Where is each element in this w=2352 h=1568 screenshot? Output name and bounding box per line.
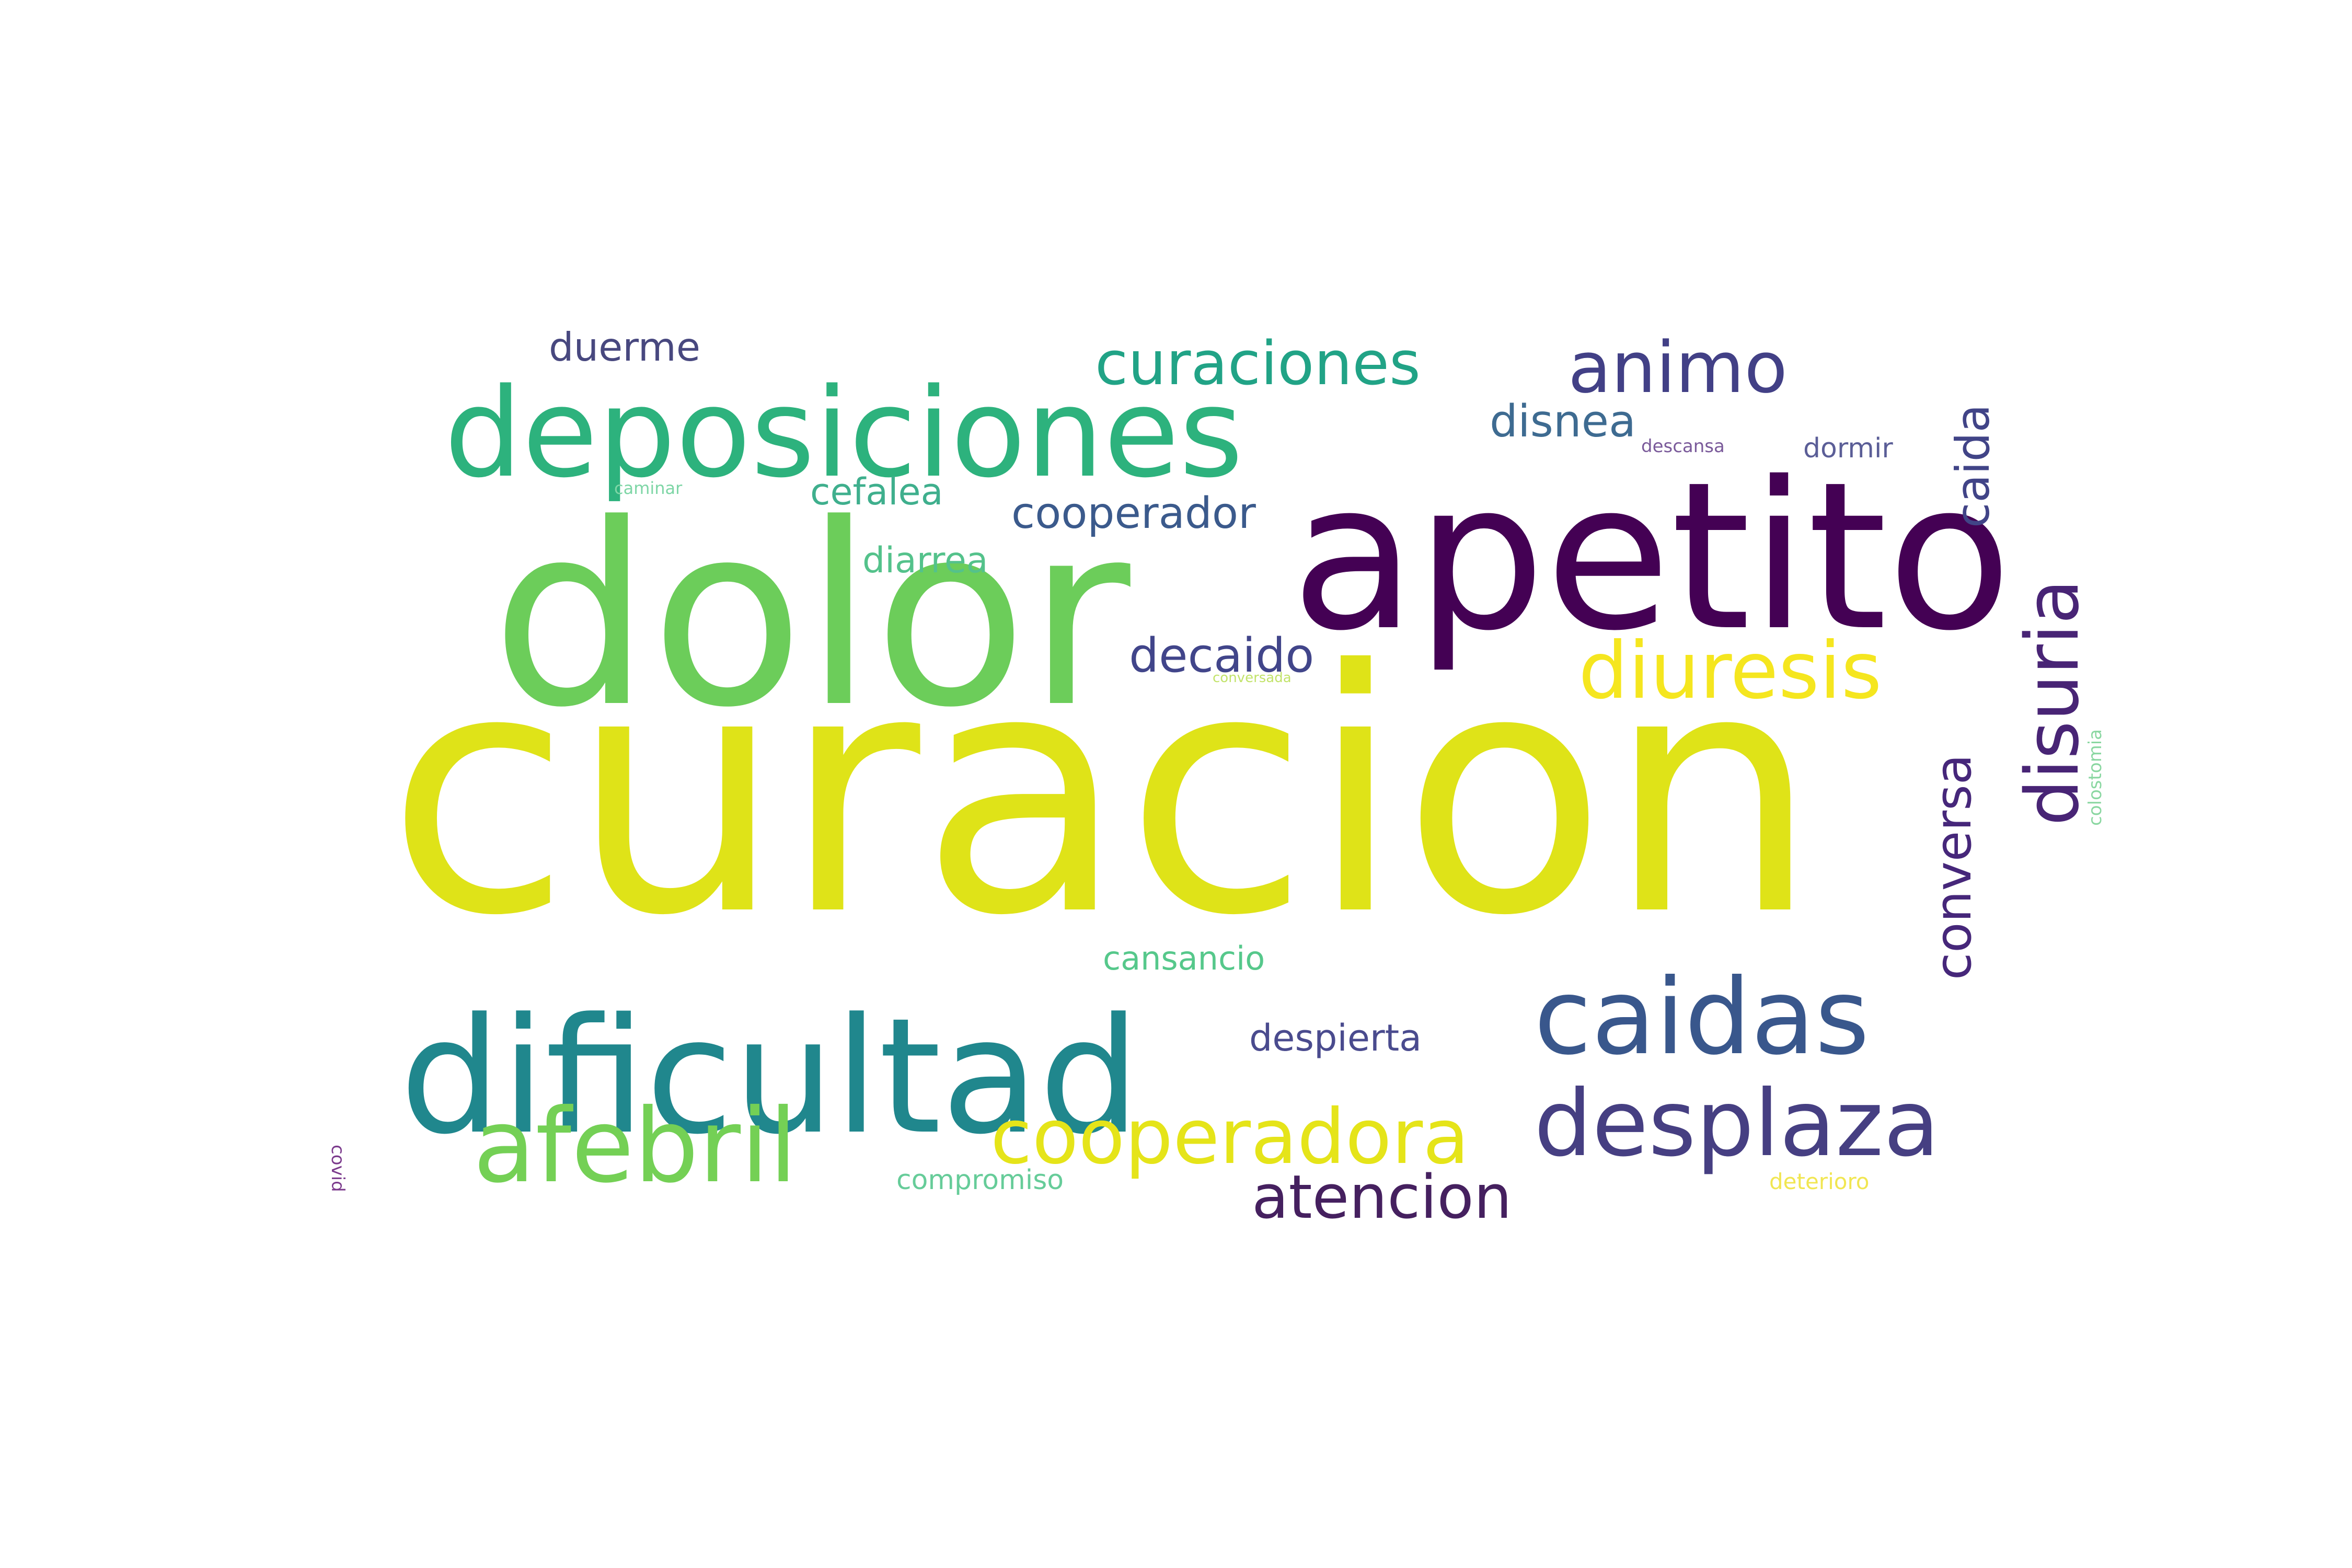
word-caida: caida: [1946, 404, 2000, 528]
word-animo: animo: [1568, 327, 1788, 409]
word-covid: covid: [327, 1145, 348, 1192]
word-conversa: conversa: [1925, 754, 1982, 980]
word-afebril: afebril: [473, 1087, 797, 1205]
word-descansa: descansa: [1641, 436, 1725, 457]
word-conversada: conversada: [1213, 670, 1292, 686]
word-compromiso: compromiso: [896, 1165, 1064, 1196]
word-curaciones: curaciones: [1095, 329, 1421, 399]
word-dormir: dormir: [1803, 433, 1893, 464]
word-cooperadora: cooperadora: [990, 1093, 1469, 1181]
word-apetito: apetito: [1291, 438, 2012, 675]
word-dificultad: dificultad: [400, 984, 1140, 1169]
word-cefalea: cefalea: [810, 470, 943, 513]
word-cansancio: cansancio: [1103, 939, 1265, 977]
word-caminar: caminar: [614, 478, 683, 498]
word-deterioro: deterioro: [1769, 1169, 1869, 1194]
word-duerme: duerme: [549, 324, 700, 370]
word-diuresis: diuresis: [1578, 626, 1882, 717]
word-caidas: caidas: [1534, 956, 1870, 1078]
word-cooperador: cooperador: [1011, 489, 1256, 538]
word-disnea: disnea: [1490, 396, 1636, 447]
word-desplaza: desplaza: [1534, 1071, 1940, 1177]
word-despierta: despierta: [1249, 1017, 1422, 1059]
word-disuria: disuria: [2010, 579, 2095, 826]
word-decaido: decaido: [1129, 628, 1314, 683]
word-colostomia: colostomia: [2085, 729, 2106, 826]
word-atencion: atencion: [1252, 1162, 1512, 1232]
word-diarrea: diarrea: [862, 540, 988, 581]
word-curacion: curacion: [387, 599, 1819, 988]
word-deposiciones: deposiciones: [444, 362, 1243, 505]
word-dolor: dolor: [491, 470, 1133, 763]
